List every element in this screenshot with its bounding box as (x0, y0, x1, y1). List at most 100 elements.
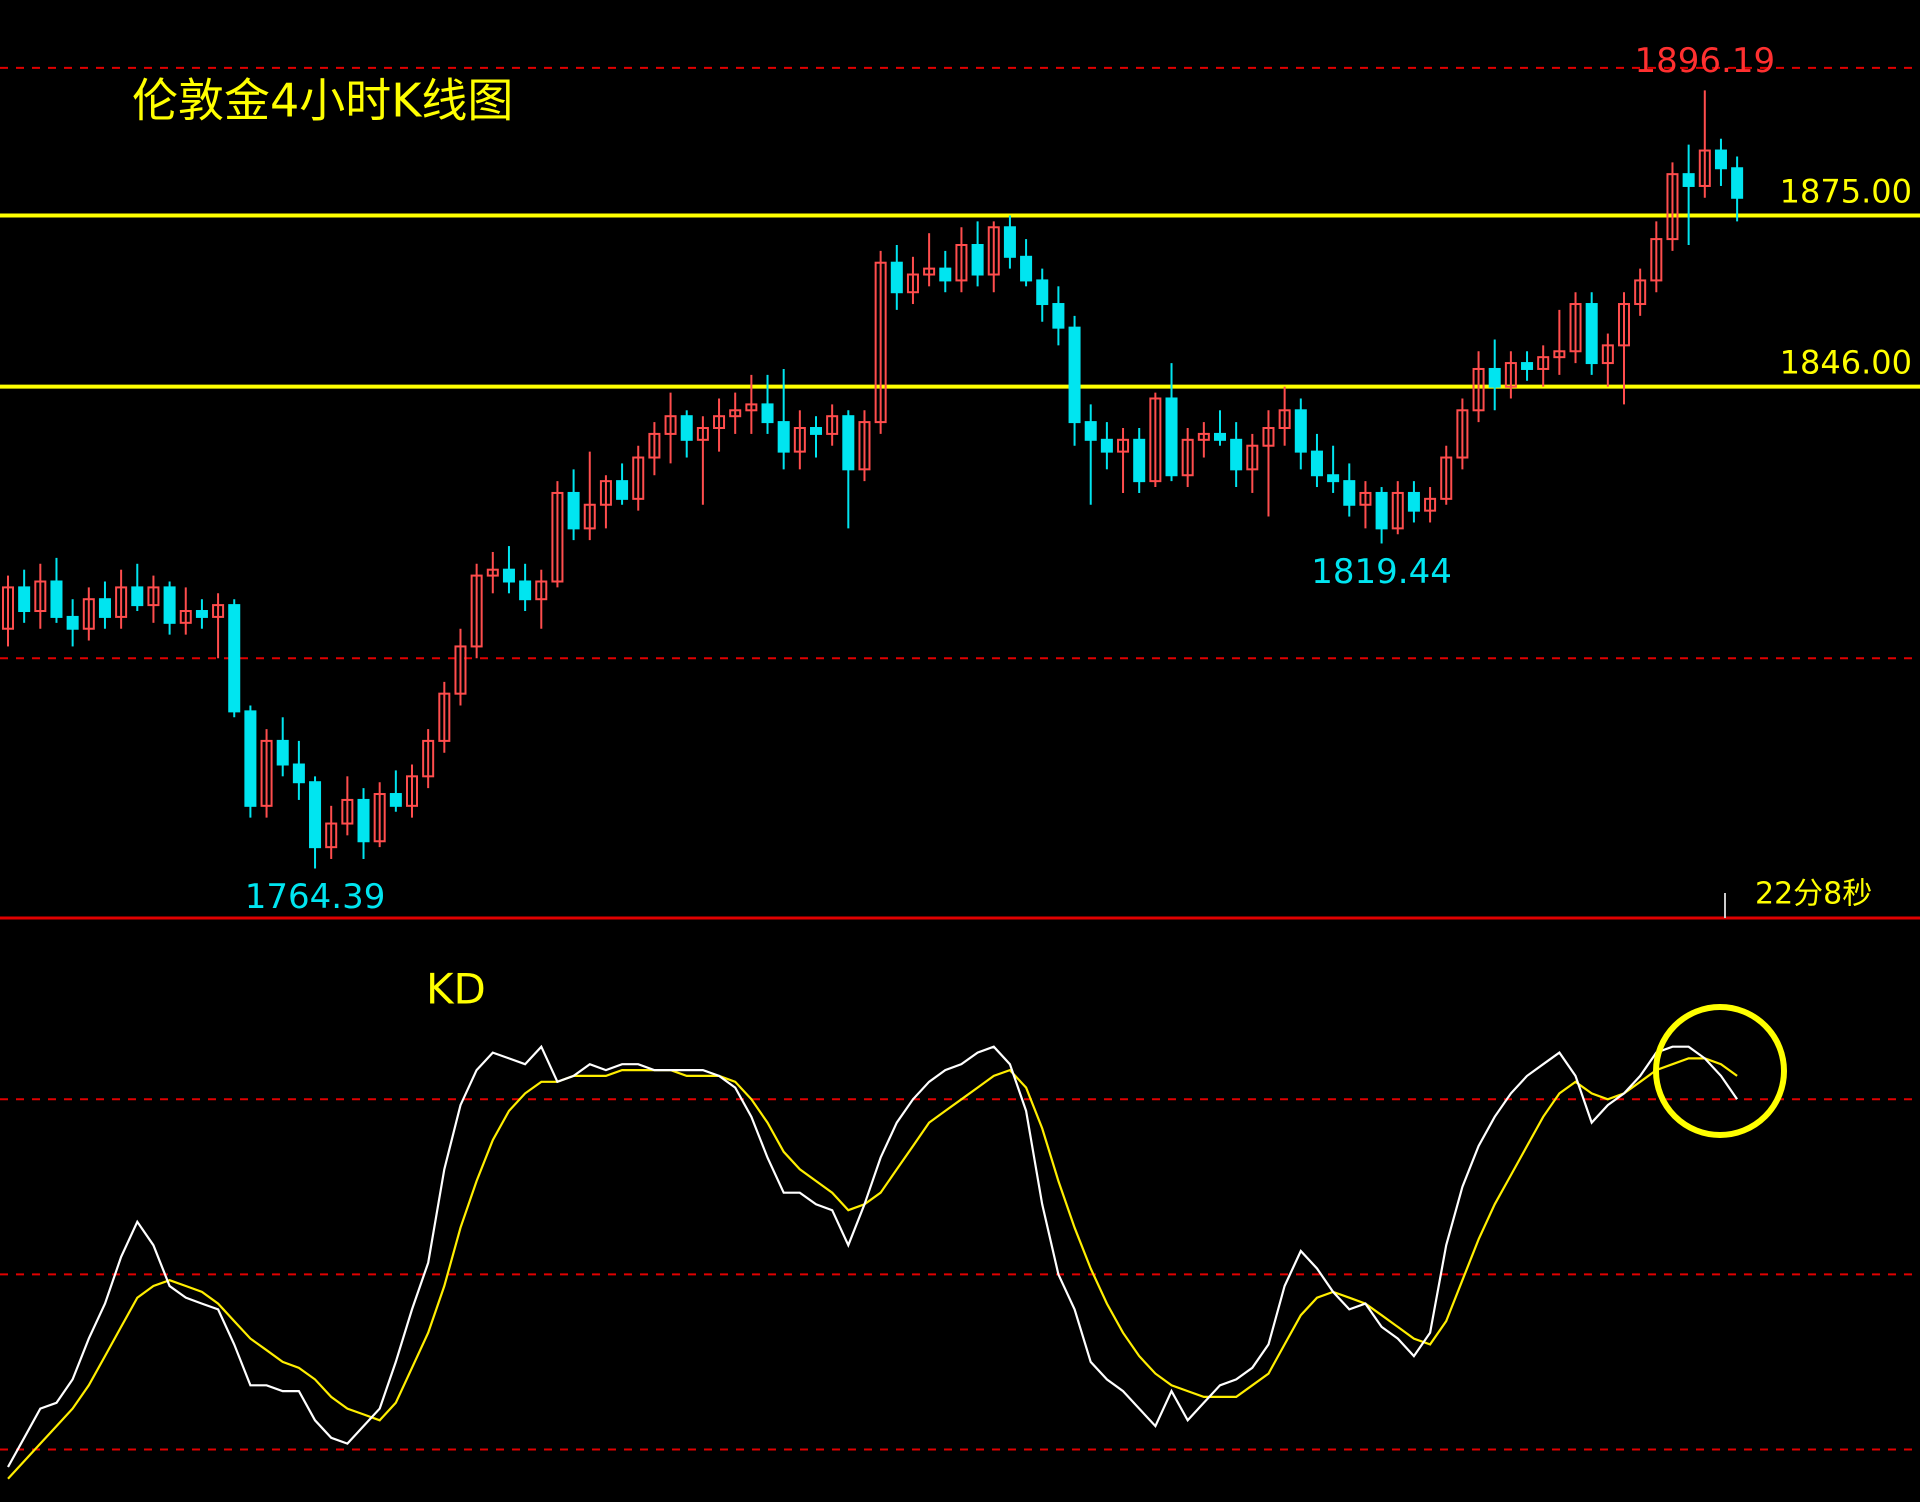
candle-body (1488, 367, 1501, 388)
candle-body (745, 403, 758, 412)
candle-body (713, 415, 726, 430)
indicator-title: KD (426, 965, 486, 1014)
candle-body (18, 586, 31, 613)
candle-body (761, 403, 774, 424)
candle-body (987, 226, 1000, 276)
candle-body (1052, 303, 1065, 329)
candle-body (1537, 356, 1550, 370)
candle-body (1617, 303, 1631, 347)
candle-body (664, 415, 677, 435)
candle-body (729, 409, 742, 418)
candle-body (1359, 491, 1372, 506)
candle-body (583, 503, 596, 530)
low-label: 1764.39 (245, 877, 386, 917)
candle-body (1569, 303, 1582, 353)
candle-body (971, 243, 984, 276)
candle-body (1165, 397, 1178, 477)
candle-body (535, 580, 548, 601)
candle-body (874, 261, 887, 424)
candle-body (244, 710, 257, 807)
candle-body (680, 415, 693, 441)
candle-body (1424, 497, 1437, 512)
candle-body (809, 427, 823, 435)
candle-body (357, 798, 370, 843)
candle-body (309, 781, 322, 849)
candle-body (50, 580, 63, 618)
candle-body (486, 568, 499, 577)
candle-body (1020, 255, 1033, 282)
candle-body (906, 273, 919, 294)
candle-body (696, 427, 709, 441)
candle-body (519, 580, 532, 601)
candle-body (98, 598, 111, 618)
candle-body (1698, 149, 1711, 187)
candle-body (1375, 491, 1388, 530)
candle-body (1278, 409, 1291, 430)
candle-body (567, 491, 580, 530)
candle-body (1472, 367, 1485, 412)
candle-body (648, 432, 661, 459)
candle-body (389, 793, 402, 807)
candle-body (212, 604, 225, 618)
candle-body (34, 580, 47, 613)
candle-body (1634, 279, 1647, 306)
candle-body (1682, 173, 1695, 187)
candle-body (1650, 238, 1663, 282)
candle-body (131, 586, 144, 607)
candle-body (1553, 350, 1566, 359)
candle-body (1714, 149, 1727, 170)
candle-body (826, 415, 839, 435)
candle-body (1003, 226, 1016, 258)
kd-line (7, 1044, 1739, 1468)
candle-body (163, 586, 176, 624)
candle-body (228, 604, 241, 713)
level-label: 1875.00 (1780, 172, 1912, 210)
candle-body (1230, 438, 1243, 471)
kd-line (7, 1057, 1738, 1480)
candle-body (422, 739, 435, 778)
candle-body (66, 615, 79, 630)
candle-body (1504, 362, 1517, 388)
candle-body (179, 610, 192, 624)
candle-body (1666, 173, 1679, 241)
candle-body (373, 793, 386, 843)
candle-body (1117, 438, 1130, 453)
candle-body (147, 586, 160, 607)
highlight-circle (1653, 1004, 1787, 1138)
candle-body (1036, 279, 1049, 306)
candle-body (1197, 432, 1210, 441)
candle-body (1327, 474, 1340, 483)
candle-body (1246, 444, 1259, 471)
candle-body (325, 822, 338, 849)
candle-body (405, 775, 419, 807)
candle-body (341, 798, 354, 825)
candle-body (1601, 344, 1614, 365)
countdown: 22分8秒 (1755, 877, 1872, 912)
candle-body (777, 421, 790, 453)
candle-body (793, 427, 806, 453)
candle-body (1294, 409, 1307, 453)
candle-body (1149, 397, 1162, 483)
chart-title: 伦敦金4小时K线图 (132, 74, 513, 128)
candle-body (939, 267, 952, 282)
candle-body (1456, 409, 1469, 459)
candle-body (1084, 421, 1097, 441)
candle-body (1521, 362, 1534, 370)
candle-body (632, 456, 645, 500)
candle-body (890, 261, 903, 294)
level-label: 1846.00 (1780, 344, 1912, 382)
candle-body (470, 574, 483, 648)
candle-body (955, 243, 968, 282)
candle-body (260, 739, 273, 807)
candle-body (1213, 432, 1227, 441)
candle-body (1181, 438, 1194, 477)
candle-body (276, 739, 289, 766)
candle-body (1343, 480, 1356, 506)
candle-body (292, 763, 305, 784)
candle-body (1731, 167, 1744, 199)
candle-body (502, 568, 515, 583)
candle-body (1, 586, 15, 630)
candle-body (923, 267, 936, 276)
candle-body (1133, 438, 1146, 483)
